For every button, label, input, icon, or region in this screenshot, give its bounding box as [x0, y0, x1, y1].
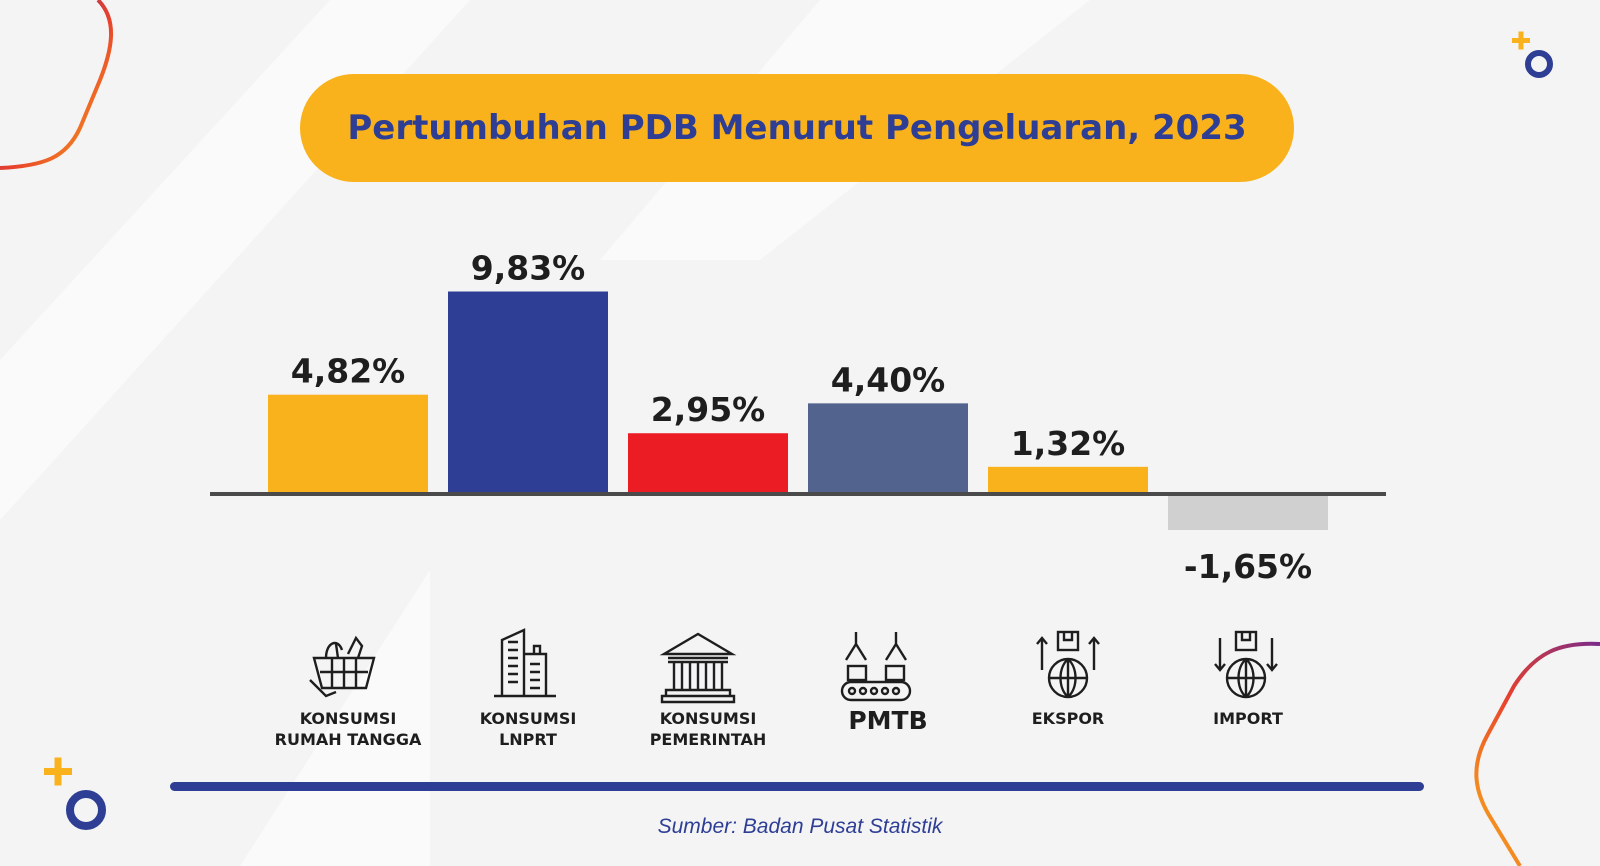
chart-title: Pertumbuhan PDB Menurut Pengeluaran, 202… [347, 108, 1247, 148]
background-band [240, 570, 430, 866]
bar-2 [448, 291, 608, 494]
category-label-line: RUMAH TANGGA [274, 730, 422, 749]
value-label: 4,82% [291, 352, 406, 391]
plus-icon [44, 757, 72, 786]
divider-line [170, 782, 1424, 791]
category-label: IMPORT [1148, 708, 1348, 729]
globe-import-icon [1214, 630, 1278, 699]
ring-icon [66, 790, 106, 830]
category-label: KONSUMSI RUMAH TANGGA [248, 708, 448, 750]
office-building-icon [494, 628, 556, 698]
bar-chart: 4,82% 9,83% 2,95% 4,40% 1,32% -1,65% [210, 249, 1386, 586]
category-label-line: EKSPOR [1031, 709, 1105, 728]
category-label-line: KONSUMSI [479, 709, 577, 728]
ring-icon [1525, 50, 1553, 78]
bar-6 [1168, 496, 1328, 530]
decorative-curve-top-left [0, 0, 113, 170]
value-label: 2,95% [651, 390, 766, 429]
value-label: 4,40% [831, 360, 946, 399]
category-label-line: IMPORT [1213, 709, 1283, 728]
decorative-curve-bottom-right [1474, 641, 1600, 866]
category-label-line: KONSUMSI [659, 709, 757, 728]
bar-1 [268, 394, 428, 494]
category-label-line: PMTB [848, 706, 928, 735]
globe-export-icon [1036, 630, 1100, 699]
government-building-icon [659, 632, 737, 704]
shopping-basket-icon [309, 635, 376, 698]
title-banner: Pertumbuhan PDB Menurut Pengeluaran, 202… [300, 74, 1294, 182]
bar-4 [808, 403, 968, 494]
factory-robot-icon [840, 632, 912, 702]
category-label: PMTB [788, 706, 988, 736]
category-label: KONSUMSI PEMERINTAH [608, 708, 808, 750]
bar-3 [628, 433, 788, 494]
category-label-line: PEMERINTAH [649, 730, 767, 749]
category-label: KONSUMSI LNPRT [428, 708, 628, 750]
category-label-line: LNPRT [499, 730, 557, 749]
value-label: 9,83% [471, 249, 586, 288]
value-label: 1,32% [1011, 424, 1126, 463]
plus-icon [1512, 31, 1530, 50]
source-note: Sumber: Badan Pusat Statistik [657, 815, 943, 838]
value-label: -1,65% [1184, 547, 1312, 586]
category-label-line: KONSUMSI [299, 709, 397, 728]
bar-5 [988, 466, 1148, 494]
category-label: EKSPOR [968, 708, 1168, 729]
